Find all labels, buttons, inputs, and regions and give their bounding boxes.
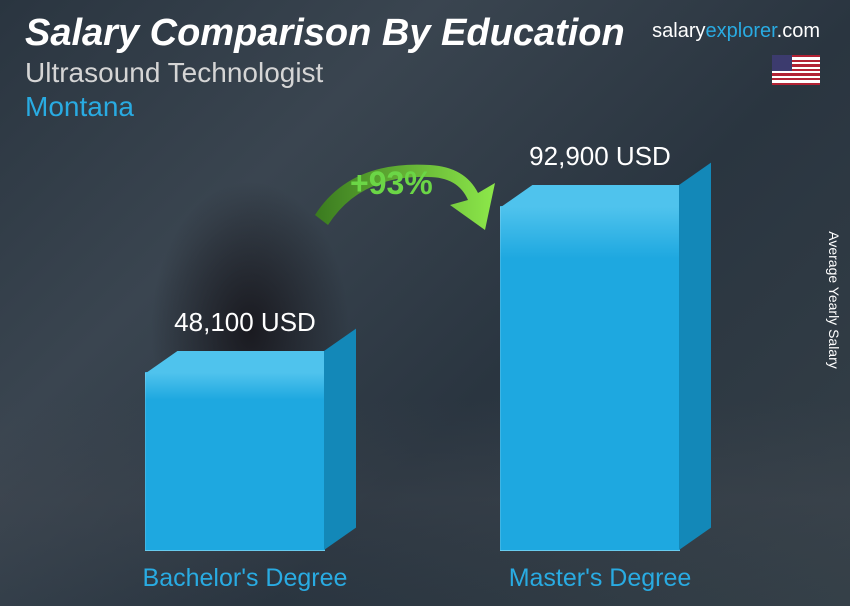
bar-label: Bachelor's Degree: [105, 564, 385, 593]
bar-value: 48,100 USD: [115, 307, 375, 338]
bar-label: Master's Degree: [460, 564, 740, 593]
brand-part1: salary: [652, 20, 705, 42]
brand-part3: .com: [777, 20, 820, 42]
bar: [500, 206, 680, 551]
brand-logo: salaryexplorer.com: [652, 20, 820, 43]
location-label: Montana: [25, 91, 825, 123]
country-flag-icon: [772, 55, 820, 85]
brand-part2: explorer: [706, 20, 777, 42]
bar: [145, 372, 325, 551]
percent-change-badge: +93%: [350, 165, 433, 202]
y-axis-label: Average Yearly Salary: [826, 231, 842, 369]
job-title: Ultrasound Technologist: [25, 57, 825, 89]
